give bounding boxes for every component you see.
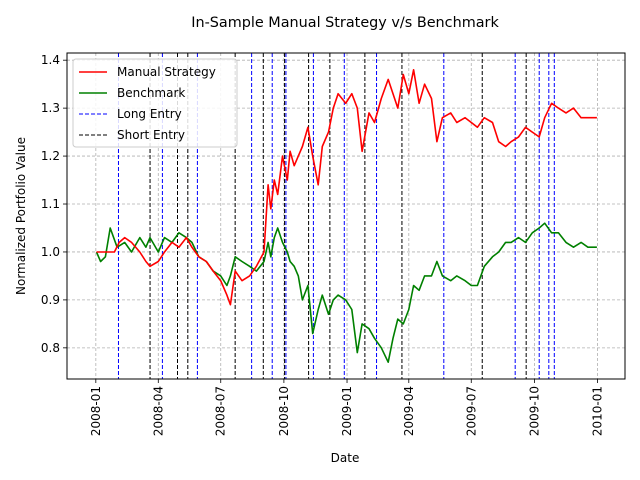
x-tick-label: 2009-04 — [402, 386, 416, 436]
x-tick-label: 2010-01 — [591, 386, 605, 436]
x-tick-label: 2008-07 — [214, 386, 228, 436]
legend-label: Manual Strategy — [117, 65, 216, 79]
benchmark-line — [95, 222, 597, 364]
plot-area — [95, 69, 597, 364]
x-tick-label: 2008-01 — [89, 386, 103, 436]
axes-frame — [66, 52, 626, 380]
x-tick-label: 2008-10 — [277, 386, 291, 436]
y-tick-label: 1.2 — [41, 149, 60, 163]
legend-label: Benchmark — [117, 86, 185, 100]
legend-box — [72, 58, 238, 148]
chart-title: In-Sample Manual Strategy v/s Benchmark — [191, 15, 499, 31]
manual-strategy-line — [96, 69, 597, 306]
y-tick-label: 1.0 — [41, 245, 60, 259]
x-tick-label: 2009-07 — [464, 386, 478, 436]
y-tick-label: 1.3 — [41, 101, 60, 115]
x-tick-label: 2009-10 — [527, 386, 541, 436]
legend-label: Long Entry — [117, 107, 182, 121]
x-tick-label: 2008-04 — [151, 386, 165, 436]
y-tick-label: 0.8 — [41, 341, 60, 355]
legend: Manual Strategy Benchmark Long Entry Short … — [72, 58, 238, 148]
y-tick-label: 1.1 — [41, 197, 60, 211]
y-tick-label: 0.9 — [41, 293, 60, 307]
y-axis: 0.8 0.9 1.0 1.1 1.2 1.3 1.4 — [41, 53, 67, 355]
legend-label: Short Entry — [117, 128, 185, 142]
y-axis-label: Normalized Portfolio Value — [14, 137, 28, 295]
x-tick-label: 2009-01 — [340, 386, 354, 436]
y-tick-label: 1.4 — [41, 53, 60, 67]
x-axis-label: Date — [331, 451, 360, 465]
x-axis: 2008-01 2008-04 2008-07 2008-10 2009-01 2009-… — [89, 379, 605, 436]
